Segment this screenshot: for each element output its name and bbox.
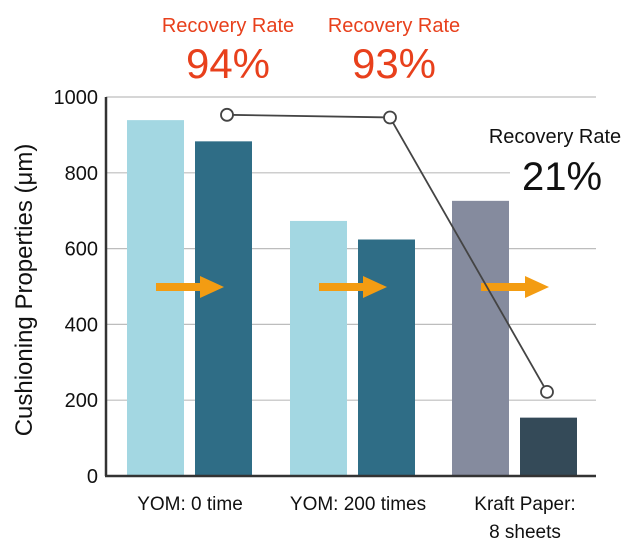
bar-after-0 (195, 141, 252, 476)
recovery-rate-label-1: Recovery Rate (328, 15, 460, 37)
recovery-rate-value-2: 21% (522, 155, 602, 199)
y-tick-label-0: 0 (87, 466, 98, 488)
recovery-rate-label-2: Recovery Rate (489, 126, 621, 148)
y-tick-label-1: 200 (65, 390, 98, 412)
y-tick-label-2: 400 (65, 314, 98, 336)
recovery-rate-value-0: 94% (186, 40, 270, 87)
recovery-point-2 (540, 384, 554, 399)
recovery-point-1 (383, 110, 397, 125)
bar-before-1 (290, 220, 347, 476)
arrow-icon-2 (525, 276, 549, 298)
x-tick-label-2-line2: 8 sheets (489, 522, 561, 543)
arrow-icon-1 (363, 276, 387, 298)
arrow-shaft-1 (319, 283, 364, 291)
x-tick-label-2: Kraft Paper: (474, 494, 575, 515)
arrow-icon-0 (200, 276, 224, 298)
arrow-shaft-0 (156, 283, 201, 291)
bar-before-0 (127, 120, 184, 476)
x-tick-label-0: YOM: 0 time (137, 494, 243, 515)
recovery-rate-value-1: 93% (352, 40, 436, 87)
recovery-point-0 (220, 107, 234, 122)
y-axis-label: Cushioning Properties (μm) (11, 144, 38, 437)
bar-after-2 (520, 417, 577, 476)
x-tick-label-1: YOM: 200 times (290, 494, 426, 515)
arrow-shaft-2 (481, 283, 526, 291)
bar-before-2 (452, 200, 509, 476)
y-tick-label-3: 600 (65, 239, 98, 261)
y-tick-label-4: 800 (65, 163, 98, 185)
y-tick-label-5: 1000 (54, 87, 99, 109)
bar-after-1 (358, 239, 415, 476)
recovery-rate-label-0: Recovery Rate (162, 15, 294, 37)
